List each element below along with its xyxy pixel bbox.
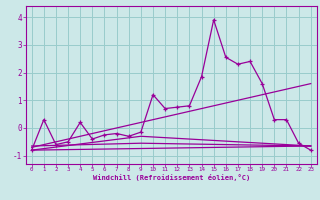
- X-axis label: Windchill (Refroidissement éolien,°C): Windchill (Refroidissement éolien,°C): [92, 174, 250, 181]
